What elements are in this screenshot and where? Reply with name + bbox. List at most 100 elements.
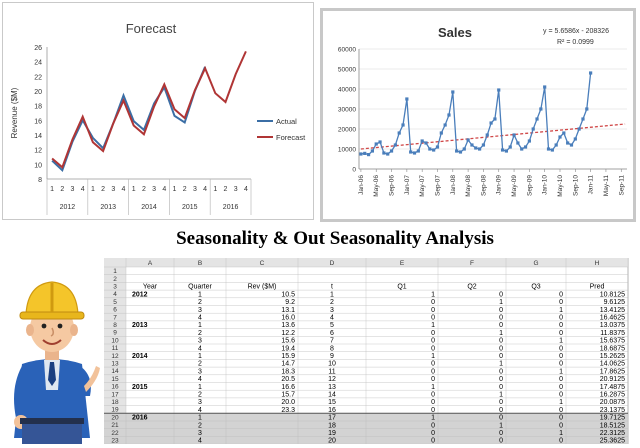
table-cell: 9.6125 [604, 299, 626, 306]
table-cell: 13.6 [281, 322, 295, 329]
worker-tie [48, 362, 56, 386]
table-cell: 4 [330, 315, 334, 322]
sales-point [493, 117, 497, 121]
row-number: 15 [111, 376, 119, 383]
sales-chart-svg: Sales y = 5.6586x - 208326 R² = 0.0999 0 100… [338, 25, 627, 197]
table-cell: 0 [499, 338, 503, 345]
x-tick-label: 3 [71, 186, 75, 193]
y-tick-label: 18 [34, 104, 42, 111]
sales-point [527, 139, 531, 143]
table-cell: 0 [499, 407, 503, 414]
x-tick-label: May-09 [511, 175, 518, 197]
sales-point [508, 145, 512, 149]
sales-point [363, 151, 367, 155]
table-cell: 10.8125 [600, 291, 625, 298]
table-cell: 3 [198, 338, 202, 345]
worker-hard-hat-brim [19, 311, 85, 320]
year-group-label: 2015 [182, 204, 198, 211]
row-number: 9 [113, 330, 117, 337]
x-tick-label: 3 [193, 186, 197, 193]
worker-belt [20, 418, 84, 424]
table-cell: 0 [431, 430, 435, 437]
table-cell: 3 [330, 307, 334, 314]
row-number: 14 [111, 368, 119, 375]
row-number: 12 [111, 353, 119, 360]
table-cell: 0 [559, 384, 563, 391]
table-header-cell: Rev ($M) [248, 284, 277, 291]
table-cell: 10 [328, 361, 336, 368]
row-number: 23 [111, 438, 119, 445]
table-header-cell: Q3 [531, 284, 540, 291]
table-cell: 18.5125 [600, 422, 625, 429]
table-cell: 1 [431, 415, 435, 422]
x-tick-label: Sep-06 [389, 175, 396, 196]
sales-point [443, 123, 447, 127]
table-cell: 3 [198, 430, 202, 437]
sales-point [370, 149, 374, 153]
x-tick-label: Jan-06 [358, 175, 365, 195]
x-tick-label: Sep-11 [618, 175, 625, 196]
table-cell: 22.3125 [600, 430, 625, 437]
table-cell: 1 [198, 291, 202, 298]
table-cell: 0 [559, 330, 563, 337]
sales-point [531, 127, 535, 131]
x-tick-label: 4 [122, 186, 126, 193]
legend-entry: Actual [276, 117, 297, 126]
row-number: 21 [111, 422, 119, 429]
sales-point [562, 131, 566, 135]
table-cell: 0 [559, 407, 563, 414]
table-cell: 0 [431, 438, 435, 444]
sales-point [412, 151, 417, 155]
x-tick-label: 3 [234, 186, 238, 193]
sales-point [539, 107, 543, 111]
sales-line [360, 72, 592, 156]
x-tick-label: 1 [132, 186, 136, 193]
x-tick-label: 4 [244, 186, 248, 193]
row-number: 20 [111, 414, 119, 421]
row-number: 17 [111, 391, 119, 398]
table-cell: 0 [431, 345, 435, 352]
sales-point [573, 137, 577, 141]
worker-right-eye [57, 323, 63, 329]
row-number: 5 [113, 299, 117, 306]
column-letter: H [595, 260, 600, 267]
x-tick-label: 3 [152, 186, 156, 193]
sales-point [481, 143, 486, 147]
table-cell: 19.7125 [600, 415, 625, 422]
table-cell: 0 [499, 384, 503, 391]
table-cell: 0 [431, 315, 435, 322]
trend-line [360, 123, 626, 150]
sales-point [378, 140, 382, 144]
table-cell: 5 [330, 322, 334, 329]
table-cell: 2 [198, 299, 202, 306]
x-tick-label: 2 [224, 186, 228, 193]
table-cell: 1 [431, 322, 435, 329]
sales-point [485, 133, 489, 137]
worker-left-eye [41, 323, 47, 329]
table-cell: 18.6875 [600, 345, 625, 352]
sales-point [432, 148, 436, 152]
table-cell: 2 [198, 361, 202, 368]
sales-point [458, 150, 463, 154]
table-cell: 0 [559, 438, 563, 444]
table-cell: 0 [431, 338, 435, 345]
table-cell: 0 [499, 315, 503, 322]
sales-point [478, 147, 482, 151]
sales-point [439, 131, 443, 135]
sales-point [589, 71, 593, 75]
table-header-cell: t [331, 284, 333, 291]
chart-title: Sales [438, 25, 472, 40]
sales-point [581, 117, 585, 121]
table-cell: 1 [198, 384, 202, 391]
x-tick-label: 3 [111, 186, 115, 193]
table-cell: 20.9125 [600, 376, 625, 383]
table-cell: 1 [559, 307, 563, 314]
column-letter: C [260, 260, 265, 267]
table-cell: 11 [328, 368, 335, 375]
row-number: 7 [113, 314, 117, 321]
table-cell: 0 [499, 368, 503, 375]
table-cell: 0 [499, 399, 503, 406]
y-tick-label: 16 [34, 118, 42, 125]
table-cell: 1 [431, 384, 435, 391]
x-tick-label: 2 [101, 186, 105, 193]
